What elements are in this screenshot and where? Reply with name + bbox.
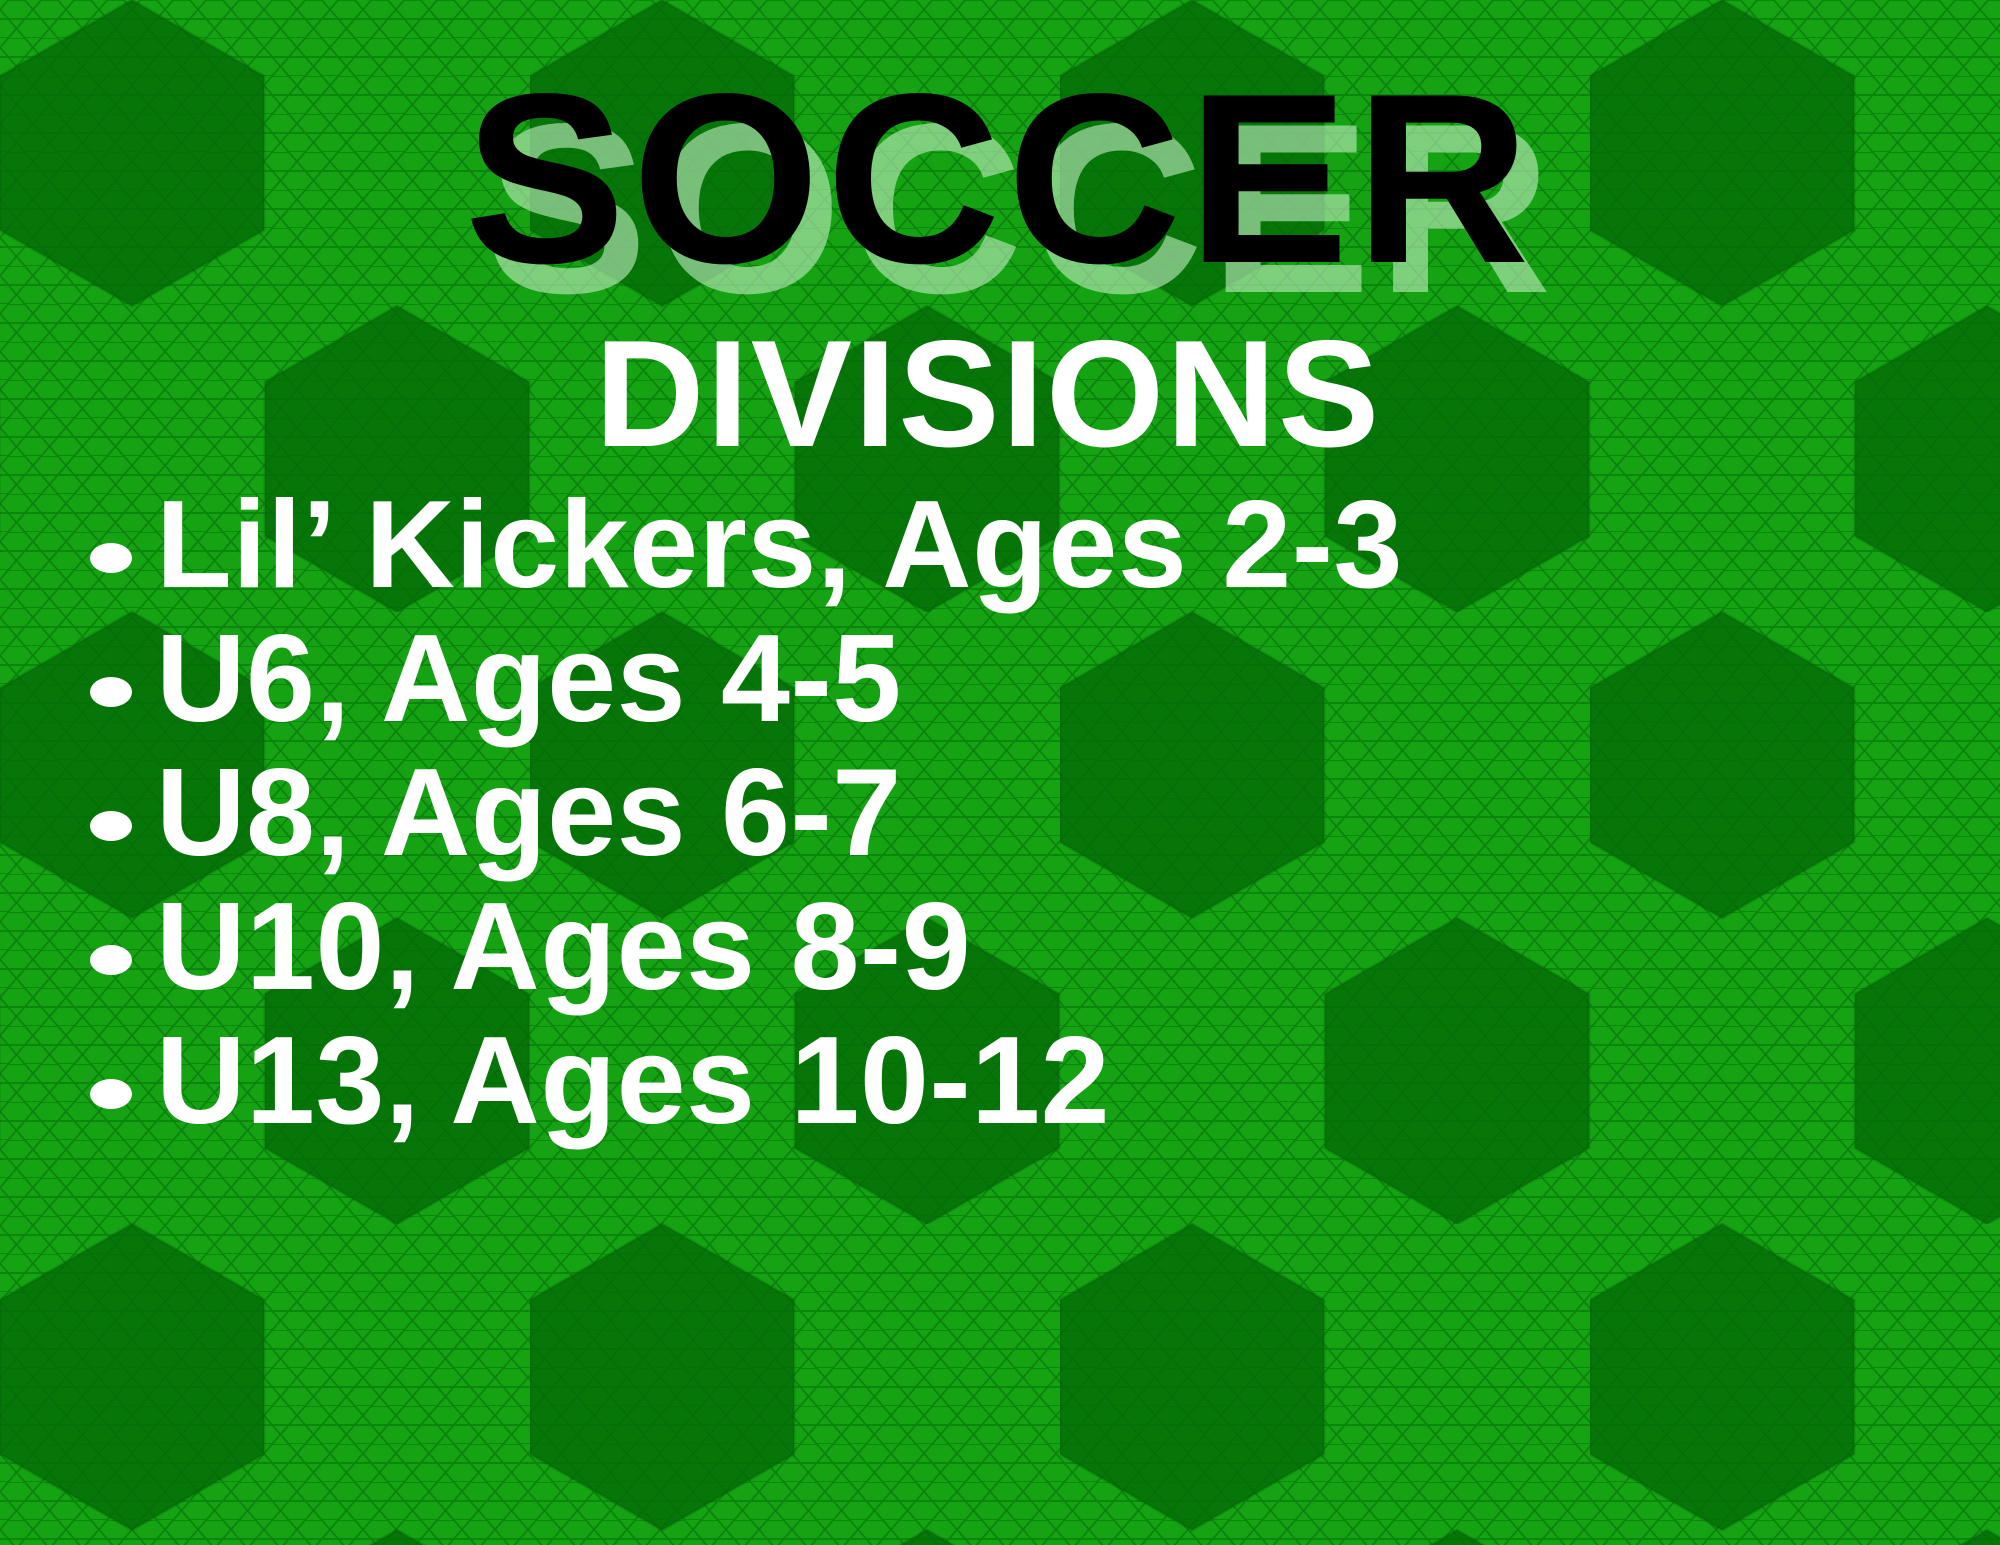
division-label: U10, Ages 8-9 <box>156 878 972 1016</box>
bullet-icon <box>90 945 132 975</box>
bullet-icon <box>90 811 132 841</box>
division-label: U6, Ages 4-5 <box>156 610 902 748</box>
division-label: U13, Ages 10-12 <box>156 1012 1111 1150</box>
list-item: U6, Ages 4-5 <box>0 612 2000 746</box>
page-title: SOCCER <box>464 44 1536 314</box>
list-item: U10, Ages 8-9 <box>0 880 2000 1014</box>
subtitle-container: DIVISIONS <box>0 318 2000 470</box>
bullet-icon <box>90 543 132 573</box>
divisions-list: Lil’ Kickers, Ages 2-3 U6, Ages 4-5 U8, … <box>0 478 2000 1148</box>
division-label: Lil’ Kickers, Ages 2-3 <box>156 476 1404 614</box>
bullet-icon <box>90 677 132 707</box>
division-label: U8, Ages 6-7 <box>156 744 902 882</box>
title-container: SOCCER <box>0 58 2000 300</box>
list-item: U13, Ages 10-12 <box>0 1014 2000 1148</box>
list-item: Lil’ Kickers, Ages 2-3 <box>0 478 2000 612</box>
list-item: U8, Ages 6-7 <box>0 746 2000 880</box>
bullet-icon <box>90 1079 132 1109</box>
page-subtitle: DIVISIONS <box>594 309 1382 479</box>
